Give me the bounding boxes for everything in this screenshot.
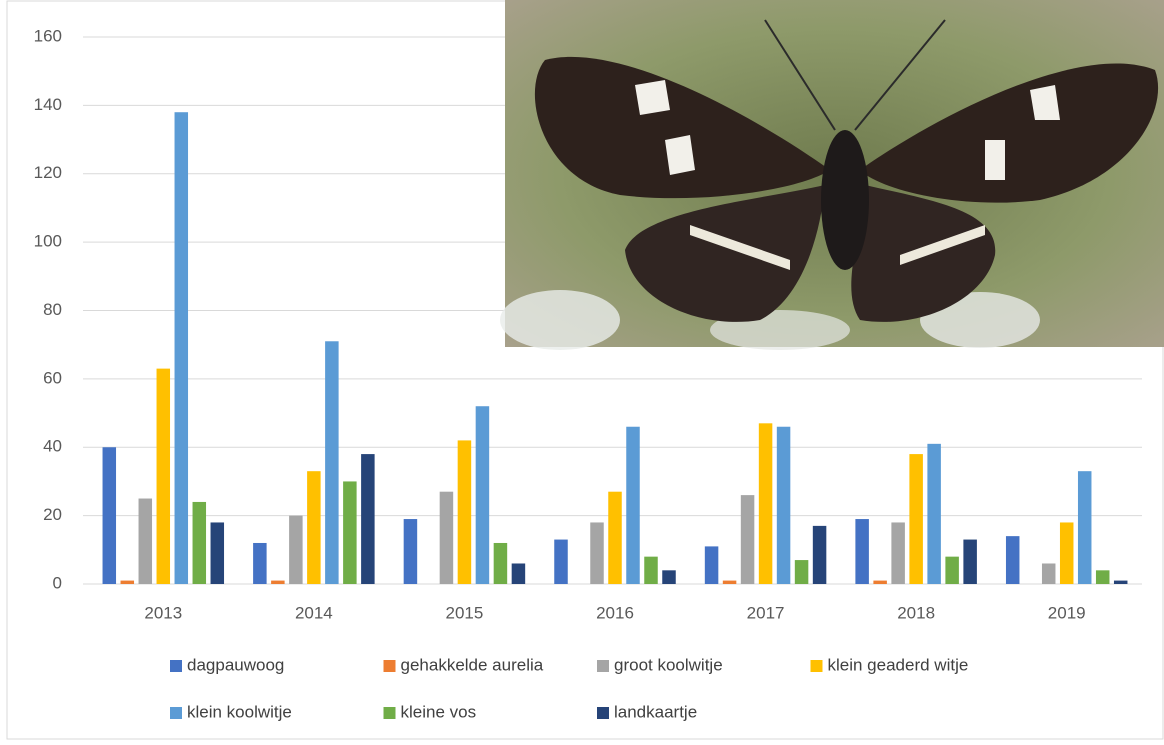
bar — [253, 543, 267, 584]
bar — [795, 560, 809, 584]
bar — [1114, 581, 1128, 584]
bar — [759, 423, 773, 584]
x-tick-label: 2013 — [144, 603, 182, 622]
bar — [741, 495, 755, 584]
bar — [662, 570, 676, 584]
bar — [554, 540, 568, 584]
x-tick-label: 2019 — [1048, 603, 1086, 622]
y-tick-label: 40 — [43, 437, 62, 456]
y-tick-label: 140 — [34, 95, 62, 114]
y-tick-label: 160 — [34, 26, 62, 45]
bar — [157, 369, 171, 584]
photo — [500, 0, 1164, 350]
bar — [777, 427, 791, 584]
x-tick-label: 2014 — [295, 603, 333, 622]
bar — [626, 427, 640, 584]
bar — [361, 454, 375, 584]
bar — [193, 502, 207, 584]
legend-label: landkaartje — [614, 702, 697, 721]
legend-label: kleine vos — [401, 702, 477, 721]
y-tick-label: 100 — [34, 232, 62, 251]
bar — [590, 522, 604, 584]
bar — [723, 581, 737, 584]
chart: 0 20 40 60 80 100 120 140 160 2013 2014 2015 2016 201… — [0, 0, 1164, 740]
bar — [927, 444, 941, 584]
y-tick-label: 80 — [43, 300, 62, 319]
y-tick-label: 20 — [43, 505, 62, 524]
legend-label: klein geaderd witje — [828, 655, 969, 674]
x-tick-label: 2015 — [446, 603, 484, 622]
bar — [1096, 570, 1110, 584]
bar — [963, 540, 977, 584]
y-tick-label: 120 — [34, 163, 62, 182]
legend-swatch — [597, 660, 609, 672]
bar — [494, 543, 508, 584]
bar — [813, 526, 827, 584]
legend-swatch — [384, 660, 396, 672]
legend-label: klein koolwitje — [187, 702, 292, 721]
bar — [891, 522, 905, 584]
legend-swatch — [597, 707, 609, 719]
bar — [945, 557, 959, 584]
bar — [211, 522, 225, 584]
bar — [325, 341, 339, 584]
bar — [705, 546, 719, 584]
legend-label: gehakkelde aurelia — [401, 655, 544, 674]
bar — [404, 519, 418, 584]
legend-label: dagpauwoog — [187, 655, 284, 674]
bar — [608, 492, 622, 584]
bar — [175, 112, 189, 584]
bar — [121, 581, 134, 584]
y-tick-label: 0 — [53, 573, 62, 592]
bar — [644, 557, 658, 584]
bar — [1078, 471, 1092, 584]
legend-swatch — [170, 707, 182, 719]
x-tick-label: 2016 — [596, 603, 634, 622]
bar — [909, 454, 923, 584]
bar — [440, 492, 454, 584]
bar — [1006, 536, 1020, 584]
bar — [476, 406, 490, 584]
bar — [271, 581, 285, 584]
legend-swatch — [811, 660, 823, 672]
x-tick-label: 2018 — [897, 603, 935, 622]
bar — [873, 581, 887, 584]
x-tick-label: 2017 — [747, 603, 785, 622]
legend-label: groot koolwitje — [614, 655, 723, 674]
bar — [855, 519, 869, 584]
bar — [1042, 563, 1056, 584]
legend-swatch — [170, 660, 182, 672]
y-tick-label: 60 — [43, 368, 62, 387]
bar — [1060, 522, 1074, 584]
bar — [289, 516, 303, 584]
bar — [458, 440, 472, 584]
bar — [139, 499, 153, 584]
bar — [512, 563, 526, 584]
legend-swatch — [384, 707, 396, 719]
bar — [307, 471, 321, 584]
bar — [103, 447, 117, 584]
bar — [343, 481, 357, 584]
